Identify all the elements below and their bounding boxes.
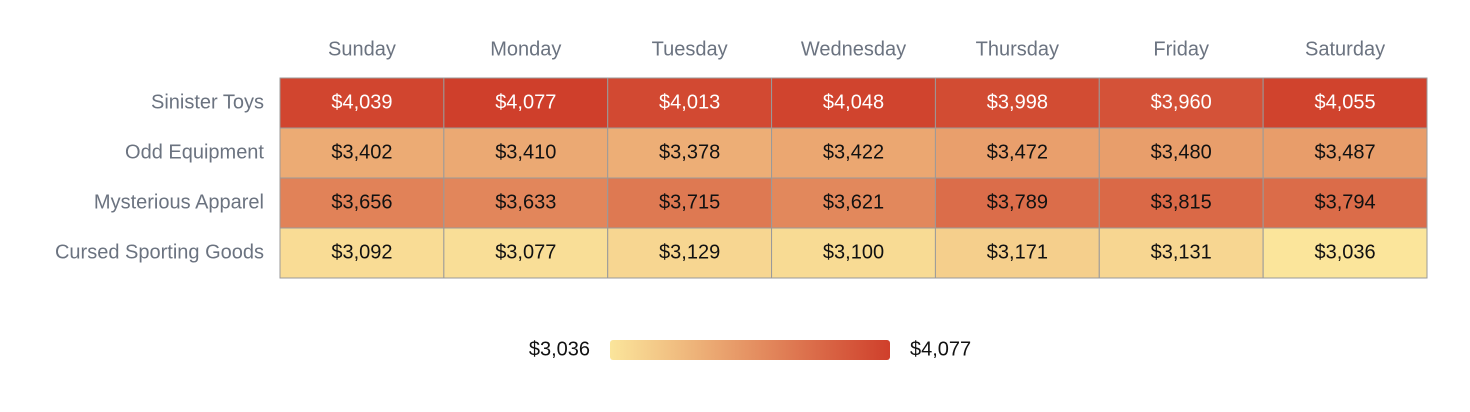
cell-label: $3,402	[331, 141, 392, 163]
cell-label: $3,129	[659, 241, 720, 263]
heatmap-cell	[1098, 227, 1264, 279]
colorbar	[610, 340, 890, 360]
heatmap-cell	[934, 77, 1100, 129]
cell-label: $3,715	[659, 191, 720, 213]
cell-label: $3,472	[987, 141, 1048, 163]
cell-label: $4,013	[659, 91, 720, 113]
x-tick-label: Tuesday	[652, 38, 728, 60]
y-tick-label: Sinister Toys	[151, 91, 264, 113]
heatmap-cell	[279, 227, 445, 279]
cell-label: $3,487	[1314, 141, 1375, 163]
heatmap-cell	[1098, 127, 1264, 179]
cell-label: $4,039	[331, 91, 392, 113]
colorbar-label: $4,077	[910, 338, 971, 360]
heatmap-cell	[771, 177, 936, 229]
heatmap-cell	[771, 227, 936, 279]
x-tick-label: Sunday	[328, 38, 396, 60]
heatmap-cell	[279, 127, 445, 179]
heatmap-cell	[1098, 177, 1264, 229]
heatmap-cell	[1262, 127, 1428, 179]
heatmap-cell	[1262, 177, 1428, 229]
heatmap-cell	[443, 77, 609, 129]
heatmap-cell	[607, 77, 773, 129]
cell-label: $3,789	[987, 191, 1048, 213]
cell-label: $4,077	[495, 91, 556, 113]
y-tick-label: Odd Equipment	[125, 141, 264, 163]
cell-label: $3,794	[1314, 191, 1375, 213]
cell-label: $3,422	[823, 141, 884, 163]
x-tick-label: Monday	[490, 38, 561, 60]
cell-label: $4,048	[823, 91, 884, 113]
cell-label: $3,092	[331, 241, 392, 263]
cell-label: $3,077	[495, 241, 556, 263]
cell-label: $3,100	[823, 241, 884, 263]
cell-label: $3,131	[1151, 241, 1212, 263]
colorbar-label: $3,036	[529, 338, 590, 360]
cell-label: $3,410	[495, 141, 556, 163]
y-tick-label: Cursed Sporting Goods	[55, 241, 264, 263]
cell-label: $3,621	[823, 191, 884, 213]
heatmap-cell	[443, 177, 609, 229]
cell-label: $3,633	[495, 191, 556, 213]
cell-label: $3,171	[987, 241, 1048, 263]
cell-label: $3,998	[987, 91, 1048, 113]
x-tick-label: Wednesday	[801, 38, 906, 60]
x-tick-label: Saturday	[1305, 38, 1385, 60]
heatmap-cell	[607, 177, 773, 229]
cell-label: $3,656	[331, 191, 392, 213]
cell-label: $3,480	[1151, 141, 1212, 163]
x-tick-label: Friday	[1153, 38, 1209, 60]
heatmap-cell	[443, 227, 609, 279]
heatmap-cell	[934, 127, 1100, 179]
heatmap-cell	[279, 77, 445, 129]
heatmap-cell	[1262, 227, 1428, 279]
heatmap-cell	[607, 127, 773, 179]
heatmap-cell	[1098, 77, 1264, 129]
cell-label: $4,055	[1314, 91, 1375, 113]
cell-label: $3,036	[1314, 241, 1375, 263]
x-tick-label: Thursday	[976, 38, 1059, 60]
cell-label: $3,378	[659, 141, 720, 163]
heatmap-cell	[934, 177, 1100, 229]
y-tick-label: Mysterious Apparel	[94, 191, 264, 213]
cell-label: $3,815	[1151, 191, 1212, 213]
cell-label: $3,960	[1151, 91, 1212, 113]
heatmap-cell	[771, 77, 936, 129]
